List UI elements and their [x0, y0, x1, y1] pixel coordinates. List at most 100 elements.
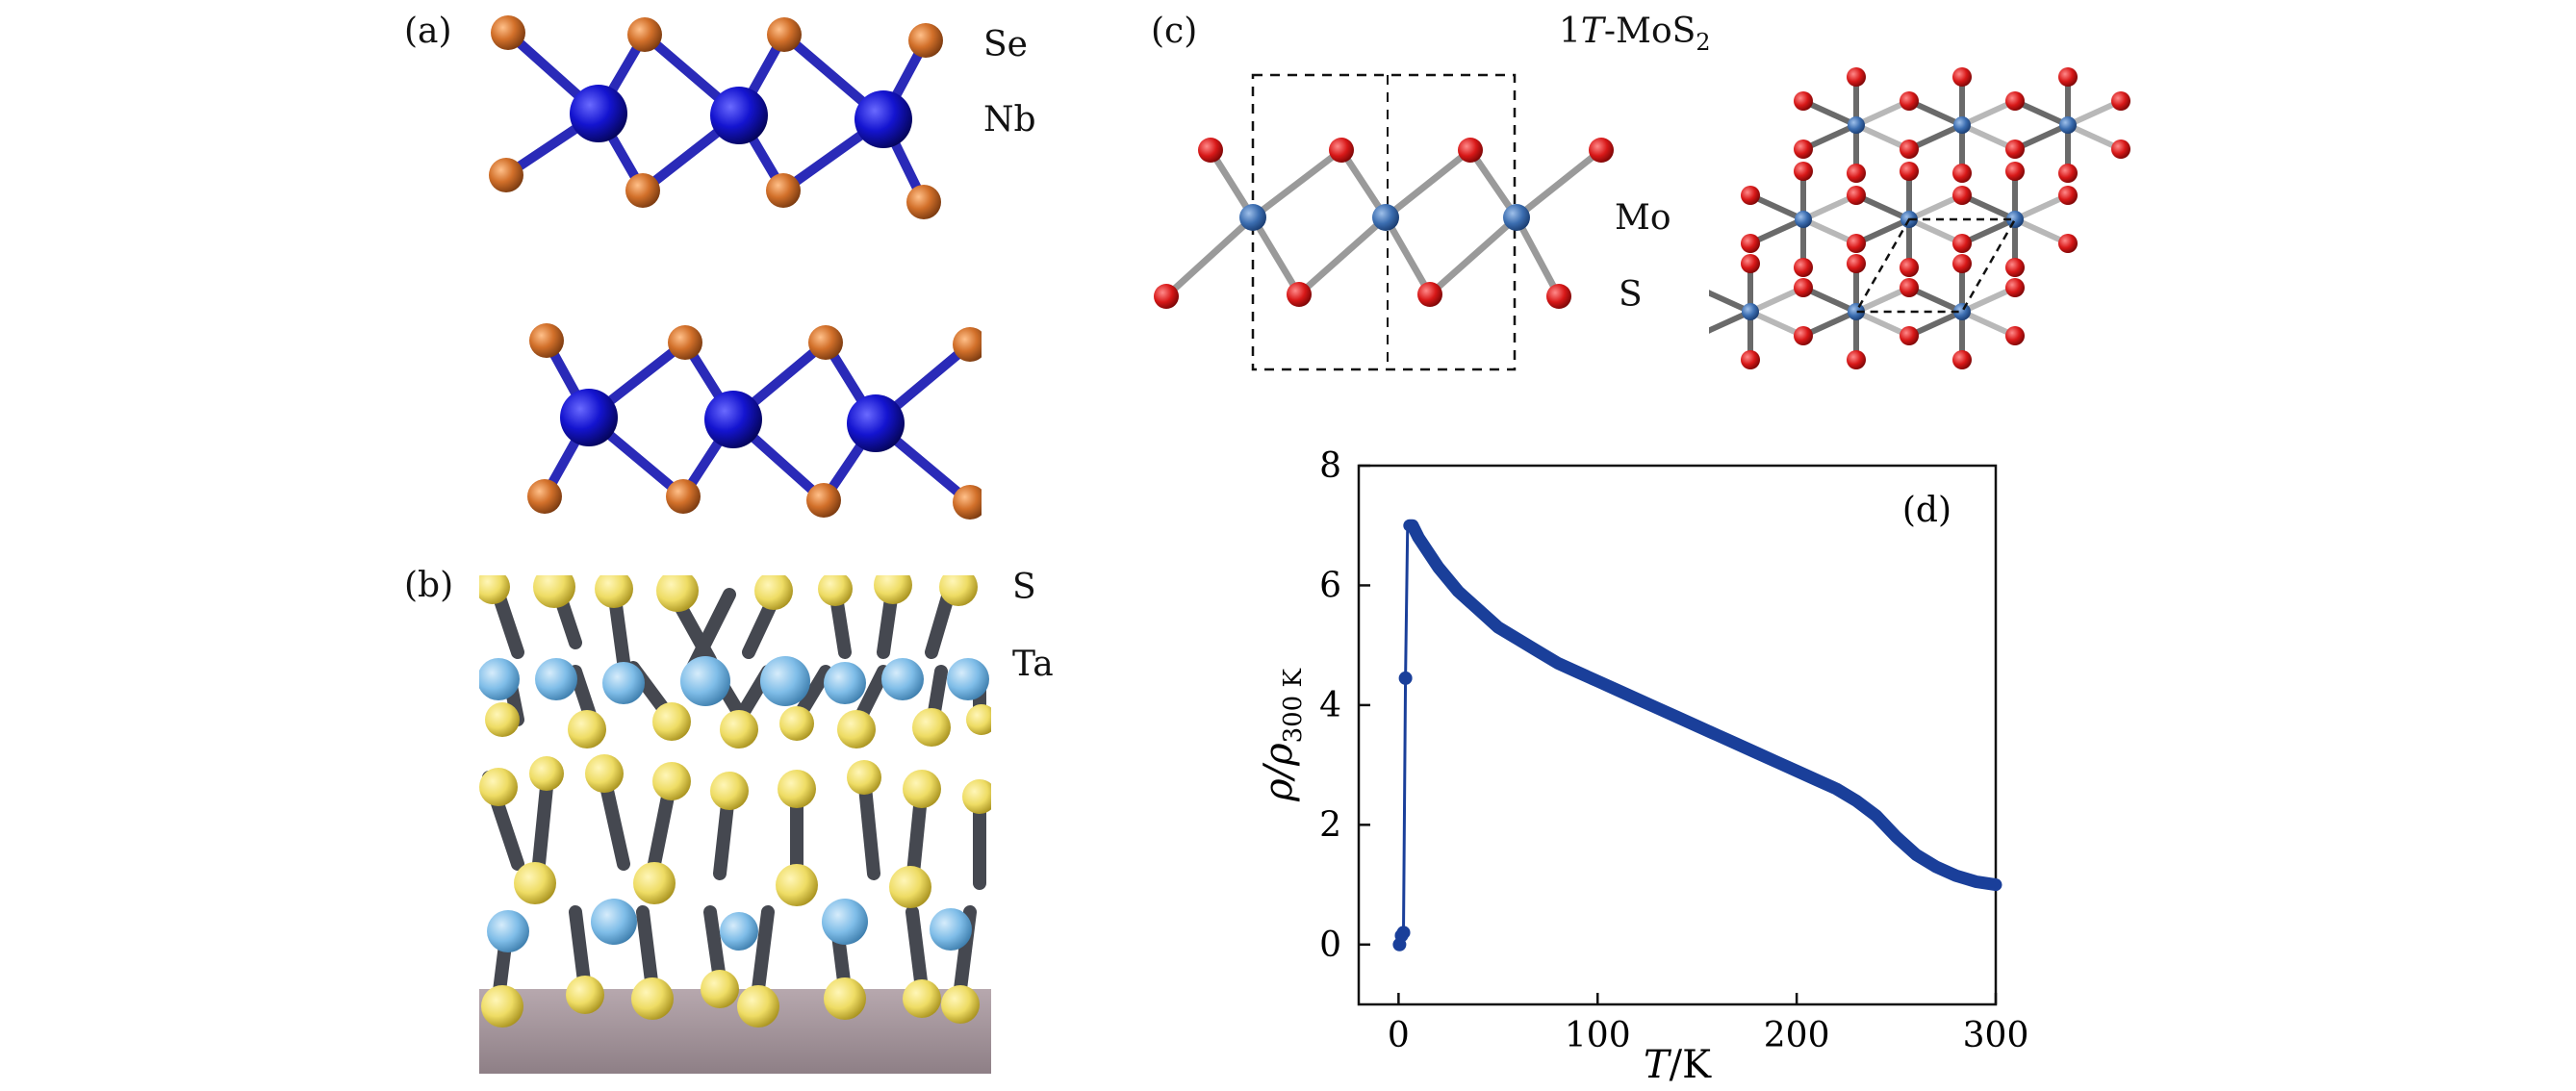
mo-s-bond [1959, 309, 2018, 339]
panel-c-label: (c) [1151, 12, 1198, 51]
mo-s-bond [1906, 98, 1965, 128]
s-atom [1794, 326, 1813, 345]
s-atom [1741, 234, 1760, 253]
resistivity-thin-line [1397, 523, 1997, 946]
mo-s-bond [1747, 309, 1806, 339]
mo-s-bond [1800, 98, 1859, 128]
s-atom [1794, 278, 1813, 297]
s-atom [1952, 164, 1972, 183]
s-atom [1794, 258, 1813, 277]
mo-atom [1848, 303, 1865, 320]
s-atom [1794, 162, 1813, 181]
s-atom [1741, 254, 1760, 273]
s-atom [1952, 67, 1972, 87]
s-atom [1847, 254, 1866, 273]
s-atom [2005, 278, 2025, 297]
mo-s-bond [1853, 192, 1912, 222]
x-tick-label: 200 [1764, 1016, 1830, 1055]
mo-s-bond [1853, 309, 1912, 339]
mo-s-bond [1800, 192, 1859, 222]
panel-a: (a) Se Nb [0, 0, 1058, 558]
s-atom [2058, 186, 2078, 205]
panel-b-element-s: S [1012, 568, 1036, 607]
s-atom [2005, 326, 2025, 345]
s-atom [1952, 350, 1972, 369]
mo-s-bond [2012, 216, 2071, 246]
panel-a-label: (a) [404, 12, 452, 51]
mo-s-bond [2012, 192, 2071, 222]
s-atom [1900, 162, 1919, 181]
s-atom [1741, 186, 1760, 205]
x-tick-label: 0 [1388, 1016, 1410, 1055]
unit-cell [1853, 217, 2018, 314]
mo-s-bond [1906, 192, 1965, 222]
s-atom [2111, 140, 2130, 159]
mo-s-bond [1800, 285, 1859, 315]
s-atom [1847, 234, 1866, 253]
x-axis-label: T/K [1644, 1043, 1712, 1087]
s-atom [2058, 164, 2078, 183]
data-point [1398, 671, 1413, 685]
panel-a-element-se: Se [983, 25, 1028, 64]
y-tick-label: 4 [1319, 686, 1341, 725]
mo-s-bond [1853, 216, 1912, 246]
s-atom [2005, 140, 2025, 159]
data-point [1396, 926, 1411, 940]
mo-s-bond [2065, 122, 2124, 152]
s-atom [1900, 278, 1919, 297]
mo-s-bond [1959, 122, 2018, 152]
s-atom [1794, 91, 1813, 111]
resistivity-chart: (d) 0 100 200 300 0 2 4 6 8 T/K ρ/ρ300 K [1257, 446, 2028, 1087]
s-atom [1900, 91, 1919, 111]
plot-frame [1357, 464, 1998, 1006]
panel-b-label: (b) [404, 566, 454, 605]
mo-atom [1742, 303, 1759, 320]
nbse2-structure [489, 15, 982, 520]
s-atom [1847, 67, 1866, 87]
y-tick-label: 2 [1319, 805, 1341, 845]
s-atom [2058, 67, 2078, 87]
s-atom [1952, 234, 1972, 253]
mo-s-bond [2065, 98, 2124, 128]
mo-s-bond [1959, 216, 2018, 246]
mos2-side-view [1154, 73, 1614, 371]
panel-c-element-mo: Mo [1615, 198, 1671, 238]
mo-atom [1953, 303, 1971, 320]
s-atom [1847, 164, 1866, 183]
mos2-top-view [1709, 67, 2130, 369]
y-tick-label: 0 [1319, 926, 1341, 965]
mo-atom [1848, 116, 1865, 134]
panel-a-element-nb: Nb [983, 100, 1036, 140]
panel-c-title: 1T-MoS2 [1559, 12, 1711, 57]
s-atom [2005, 258, 2025, 277]
mo-s-bond [1747, 285, 1806, 315]
s-atom [1900, 140, 1919, 159]
s-atom [1900, 326, 1919, 345]
s-atom [1952, 254, 1972, 273]
s-atom [2111, 91, 2130, 111]
mo-s-bond [1747, 192, 1806, 222]
tas2-render [479, 575, 991, 1074]
mo-s-bond [1709, 309, 1753, 334]
mo-s-bond [1906, 309, 1965, 339]
resistivity-series [1403, 519, 2002, 892]
mo-s-bond [1959, 98, 2018, 128]
mo-s-bond [2012, 122, 2071, 152]
mo-s-bond [1747, 216, 1806, 246]
mo-atom [2059, 116, 2077, 134]
s-atom [1900, 258, 1919, 277]
panel-c-element-s: S [1619, 275, 1643, 315]
s-atom [2005, 162, 2025, 181]
nbse2-layer-top [489, 15, 943, 219]
s-atom [1952, 186, 1972, 205]
y-axis-label: ρ/ρ300 K [1257, 669, 1308, 802]
mo-s-bond [1906, 122, 1965, 152]
mo-s-bond [1959, 192, 2018, 222]
y-tick-label: 6 [1319, 566, 1341, 605]
mo-s-bond [1853, 122, 1912, 152]
s-atom [2058, 234, 2078, 253]
s-atom [1741, 350, 1760, 369]
y-tick-label: 8 [1319, 446, 1341, 486]
s-atom [1847, 186, 1866, 205]
mo-s-bond [1959, 285, 2018, 315]
